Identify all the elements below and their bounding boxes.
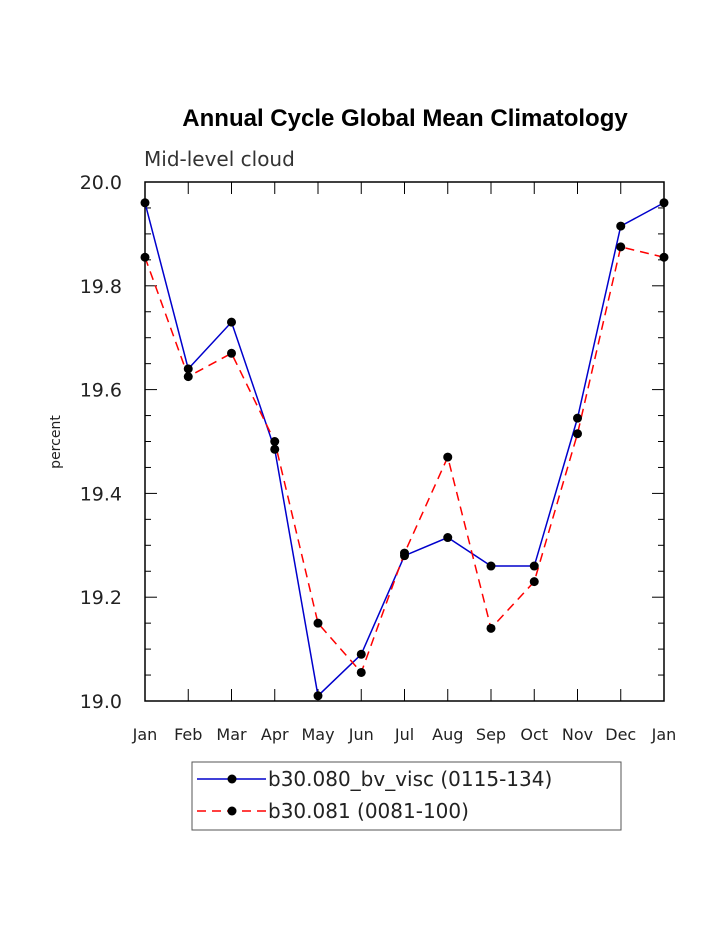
y-axis-label: percent: [48, 415, 64, 469]
series-2-point: [313, 618, 323, 628]
series-2-point: [140, 252, 150, 262]
series-1-point: [356, 649, 366, 659]
y-tick-label: 20.0: [80, 172, 122, 194]
series-2-point: [270, 437, 280, 446]
legend: b30.080_bv_visc (0115-134) b30.081 (0081…: [191, 761, 622, 831]
x-tick-label: Feb: [174, 725, 202, 744]
series-1-point: [573, 413, 582, 423]
series-1-point: [529, 561, 539, 571]
series-2-point: [486, 623, 496, 633]
legend-marker-series-2: [227, 806, 237, 816]
series-2-point: [659, 252, 669, 262]
series-line-2: [144, 245, 665, 674]
x-tick-labels: Jan Feb Mar Apr May Jun Jul Aug Sep Oct Nov Dec Jan: [132, 725, 677, 744]
legend-marker-series-1: [227, 774, 237, 784]
series-1-point: [313, 691, 323, 701]
series-2-point: [400, 548, 409, 558]
series-2-point: [227, 348, 236, 358]
x-tick-label: Nov: [562, 725, 593, 744]
series-2-point: [443, 452, 453, 462]
x-tick-label: Jun: [348, 725, 374, 744]
legend-box: [191, 761, 622, 831]
x-tick-label: Jul: [394, 725, 414, 744]
series-1-point: [616, 221, 626, 231]
chart-subtitle: Mid-level cloud: [144, 147, 295, 171]
legend-label-series-1: b30.080_bv_visc (0115-134): [268, 767, 552, 791]
series-1-point: [140, 198, 150, 208]
y-tick-label: 19.6: [80, 380, 122, 402]
plot-frame: [144, 181, 665, 702]
series-2-point: [616, 242, 626, 252]
x-tick-label: Mar: [216, 725, 247, 744]
y-tick-label: 19.0: [80, 691, 122, 713]
series-line-1: [144, 202, 665, 698]
y-tick-labels: 19.0 19.2 19.4 19.6 19.8 20.0: [80, 172, 122, 713]
series-1-point: [183, 364, 193, 374]
x-tick-label: Oct: [520, 725, 548, 744]
series-2-point: [356, 667, 366, 677]
series-1-point: [486, 561, 496, 571]
x-tick-label: Apr: [261, 725, 289, 744]
series-1-point: [270, 444, 280, 454]
x-tick-label: Dec: [605, 725, 636, 744]
y-tick-label: 19.4: [80, 483, 122, 505]
y-tick-label: 19.2: [80, 587, 122, 609]
series-2-point: [529, 577, 539, 587]
x-tick-label: Sep: [476, 725, 506, 744]
series-2-point: [183, 372, 193, 382]
x-tick-label: Jan: [651, 725, 677, 744]
series-1-point: [227, 317, 236, 327]
x-tick-label: Aug: [432, 725, 463, 744]
chart-title: Annual Cycle Global Mean Climatology: [182, 105, 628, 132]
series-2-point: [573, 429, 582, 439]
series-1-point: [443, 533, 453, 543]
series-1-point: [659, 198, 669, 208]
x-tick-label: May: [301, 725, 334, 744]
series-points: [140, 198, 669, 701]
x-tick-label: Jan: [132, 725, 158, 744]
y-tick-label: 19.8: [80, 276, 122, 298]
legend-label-series-2: b30.081 (0081-100): [268, 799, 469, 823]
series-lines: [144, 202, 665, 698]
axis-ticks: [144, 181, 665, 702]
